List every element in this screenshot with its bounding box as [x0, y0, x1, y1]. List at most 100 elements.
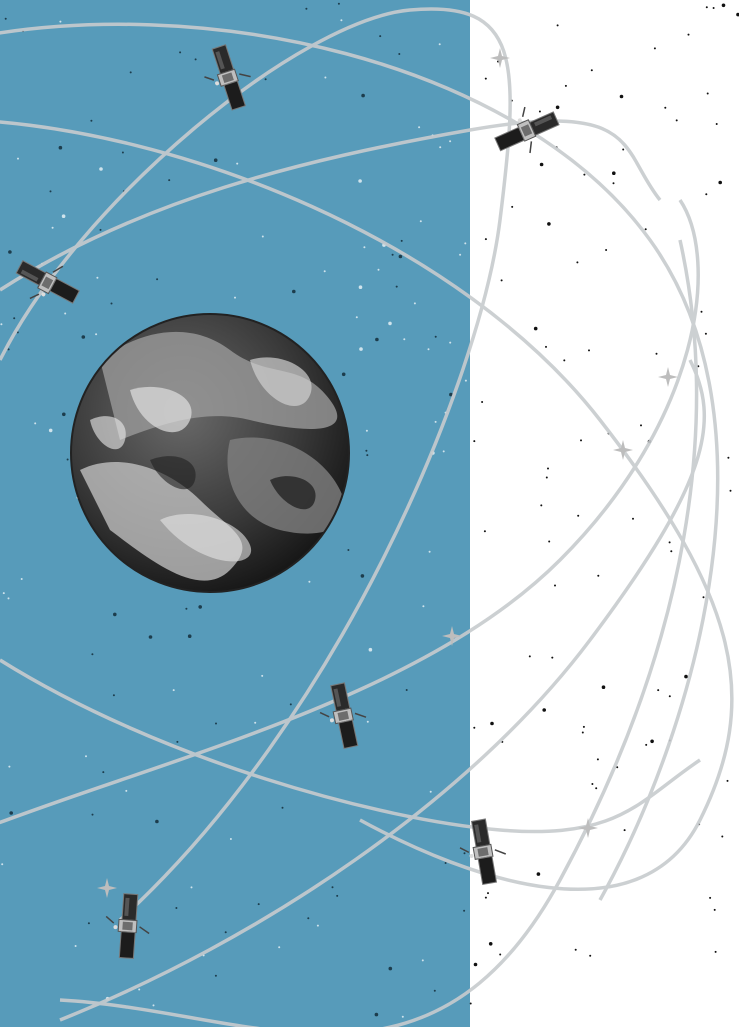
star: [95, 333, 97, 335]
star: [443, 450, 445, 452]
star: [563, 359, 565, 361]
star: [156, 278, 158, 280]
star: [3, 592, 5, 594]
star: [654, 47, 656, 49]
star: [198, 605, 202, 609]
star: [111, 303, 113, 305]
star: [365, 450, 367, 452]
star: [265, 78, 267, 80]
star: [545, 346, 547, 348]
star: [583, 726, 585, 728]
star: [565, 85, 567, 87]
star: [429, 551, 431, 553]
star: [613, 182, 615, 184]
star: [640, 424, 642, 426]
star: [449, 342, 451, 344]
star: [342, 373, 346, 377]
star: [624, 829, 626, 831]
star: [577, 515, 579, 517]
star: [591, 69, 593, 71]
star: [122, 152, 124, 154]
star: [406, 689, 408, 691]
star: [173, 689, 175, 691]
star: [428, 348, 430, 350]
star: [282, 807, 284, 809]
star: [612, 171, 616, 175]
star: [398, 53, 400, 55]
star: [703, 596, 705, 598]
star: [709, 897, 711, 899]
star: [375, 1013, 379, 1017]
star: [356, 316, 358, 318]
star: [484, 530, 486, 532]
star: [422, 959, 424, 961]
star: [473, 440, 475, 442]
star: [435, 421, 437, 423]
star: [463, 910, 465, 912]
star: [540, 163, 544, 167]
star: [721, 836, 723, 838]
star: [67, 459, 69, 461]
star: [1, 863, 3, 865]
star: [324, 270, 326, 272]
star: [402, 1016, 404, 1018]
star: [363, 246, 365, 248]
star: [730, 490, 732, 492]
star: [188, 634, 192, 638]
star: [597, 758, 599, 760]
star: [195, 58, 197, 60]
star: [445, 862, 447, 864]
star: [90, 120, 92, 122]
star: [191, 886, 193, 888]
star: [595, 787, 597, 789]
star: [439, 43, 441, 45]
star: [336, 895, 338, 897]
star: [554, 585, 556, 587]
star: [722, 4, 726, 8]
star: [499, 954, 501, 956]
star: [366, 454, 368, 456]
star: [715, 951, 717, 953]
star: [176, 741, 178, 743]
star: [324, 77, 326, 79]
star: [546, 477, 548, 479]
star: [113, 694, 115, 696]
star: [225, 931, 227, 933]
star: [684, 675, 688, 679]
star: [230, 838, 232, 840]
star: [359, 347, 363, 351]
star: [82, 335, 86, 339]
star: [59, 146, 63, 150]
star: [474, 963, 478, 967]
star: [358, 179, 362, 183]
star: [414, 302, 416, 304]
star: [34, 422, 36, 424]
star: [305, 8, 307, 10]
star: [650, 740, 654, 744]
star: [645, 744, 647, 746]
star: [292, 290, 296, 294]
star: [401, 240, 403, 242]
star: [378, 269, 380, 271]
star: [234, 297, 236, 299]
star: [485, 238, 487, 240]
star: [707, 93, 709, 95]
star: [713, 7, 715, 9]
star: [670, 550, 672, 552]
star: [718, 181, 722, 185]
star: [389, 967, 393, 971]
star: [175, 907, 177, 909]
star: [597, 575, 599, 577]
star: [727, 457, 729, 459]
star: [62, 413, 66, 417]
star: [307, 917, 309, 919]
star: [465, 380, 467, 382]
star: [422, 605, 424, 607]
star: [155, 820, 159, 824]
star: [688, 34, 690, 36]
star: [547, 222, 551, 226]
star: [435, 336, 437, 338]
star: [602, 685, 606, 689]
star: [489, 942, 493, 946]
star: [620, 95, 624, 99]
